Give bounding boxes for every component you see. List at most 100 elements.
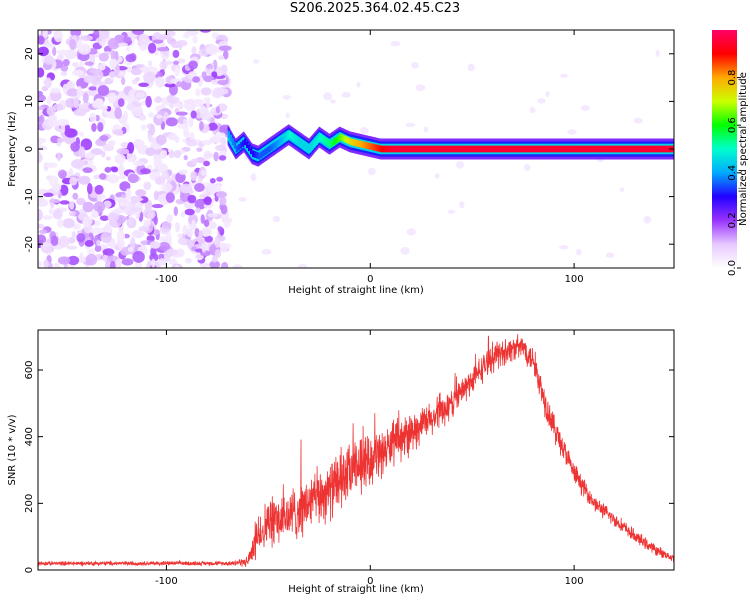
x-tick-label: 0: [367, 274, 373, 285]
ridge-core-segment: [641, 145, 644, 153]
noise-blob: [215, 144, 227, 152]
noise-blob: [114, 197, 126, 202]
colorbar-tick-label: 0.8: [727, 70, 738, 86]
ridge-core-segment: [317, 136, 320, 143]
ridge-core-segment: [529, 145, 532, 153]
noise-blob: [48, 114, 58, 121]
ridge-core-segment: [227, 131, 231, 139]
ridge-core-segment: [572, 145, 575, 153]
ridge-core-segment: [378, 145, 381, 152]
noise-blob: [192, 35, 198, 44]
noise-blob: [135, 76, 140, 82]
noise-blob: [90, 210, 99, 219]
noise-blob: [56, 137, 65, 143]
ridge-core-segment: [443, 145, 447, 153]
noise-blob: [103, 200, 112, 209]
noise-blob: [83, 160, 89, 165]
noise-blob: [173, 206, 178, 216]
noise-blob: [174, 66, 180, 77]
noise-blob: [187, 194, 197, 204]
colorbar-tick-label: 0.4: [727, 165, 738, 181]
ridge-core-segment: [368, 142, 371, 150]
noise-blob: [216, 183, 222, 193]
noise-blob: [164, 82, 176, 88]
noise-blob: [44, 162, 58, 168]
ridge-core-segment: [398, 145, 402, 153]
noise-blob: [157, 258, 168, 266]
ridge-core-segment: [331, 139, 334, 147]
noise-blob: [157, 46, 170, 52]
ridge-core-segment: [621, 145, 624, 153]
noise-blob: [115, 63, 120, 76]
noise-blob: [180, 211, 186, 218]
noise-blob: [120, 142, 130, 148]
ridge-core-segment: [590, 145, 593, 153]
noise-blob: [57, 169, 67, 179]
noise-blob: [159, 150, 168, 159]
ridge-core-segment: [616, 145, 620, 153]
ridge-core-segment: [657, 145, 661, 153]
noise-blob: [38, 145, 48, 151]
noise-blob: [272, 215, 281, 223]
ridge-core-segment: [335, 136, 339, 144]
ridge-core-segment: [441, 145, 445, 153]
noise-blob: [95, 98, 104, 108]
noise-blob: [145, 95, 152, 108]
noise-blob: [166, 231, 172, 242]
ridge-core-segment: [447, 145, 451, 153]
ridge-core-segment: [394, 145, 398, 153]
noise-blob: [186, 139, 197, 147]
noise-blob: [165, 192, 175, 204]
noise-blob: [50, 235, 59, 247]
noise-blob: [214, 249, 222, 258]
noise-blob: [215, 106, 221, 114]
noise-blob: [100, 232, 112, 243]
ridge-core-segment: [341, 134, 345, 142]
noise-blob: [87, 248, 95, 255]
noise-blob: [206, 183, 216, 192]
noise-blob: [186, 228, 193, 238]
noise-blob: [575, 249, 582, 256]
ridge-core-segment: [517, 145, 520, 153]
ridge-core-segment: [343, 135, 347, 143]
noise-blob: [169, 103, 174, 109]
noise-blob: [200, 169, 207, 176]
noise-blob: [174, 264, 180, 268]
ridge-core-segment: [243, 138, 247, 146]
noise-blob: [38, 105, 45, 111]
noise-blob: [143, 71, 156, 84]
ridge-core-segment: [598, 145, 602, 153]
noise-blob: [149, 241, 161, 249]
noise-blob: [215, 87, 229, 95]
ridge-core-segment: [625, 145, 628, 153]
ridge-core-segment: [351, 139, 355, 146]
ridge-core-segment: [417, 145, 420, 153]
y-tick-label: -20: [24, 236, 35, 252]
noise-blob: [199, 262, 210, 268]
noise-blob: [125, 54, 136, 63]
ridge-core-segment: [258, 152, 261, 160]
ridge-core-segment: [482, 145, 485, 153]
noise-blob: [456, 160, 464, 169]
ridge-core-segment: [498, 145, 502, 153]
noise-blob: [206, 64, 214, 70]
ridge-core-segment: [427, 145, 430, 153]
noise-blob: [38, 151, 42, 163]
ridge-core-segment: [229, 134, 233, 142]
noise-blob: [122, 36, 132, 43]
ridge-core-segment: [490, 145, 493, 153]
ridge-core-segment: [506, 145, 510, 153]
noise-blob: [198, 230, 204, 239]
noise-blob: [298, 263, 308, 268]
ridge-core-segment: [413, 145, 416, 153]
ridge-core-segment: [288, 131, 292, 139]
noise-blob: [69, 38, 77, 50]
noise-blob: [580, 105, 590, 112]
noise-blob: [115, 258, 122, 268]
noise-blob: [71, 231, 77, 239]
noise-blob: [38, 35, 45, 45]
noise-blob: [155, 76, 165, 88]
noise-blob: [322, 92, 333, 101]
noise-blob: [207, 122, 218, 131]
ridge-core-segment: [449, 145, 453, 153]
